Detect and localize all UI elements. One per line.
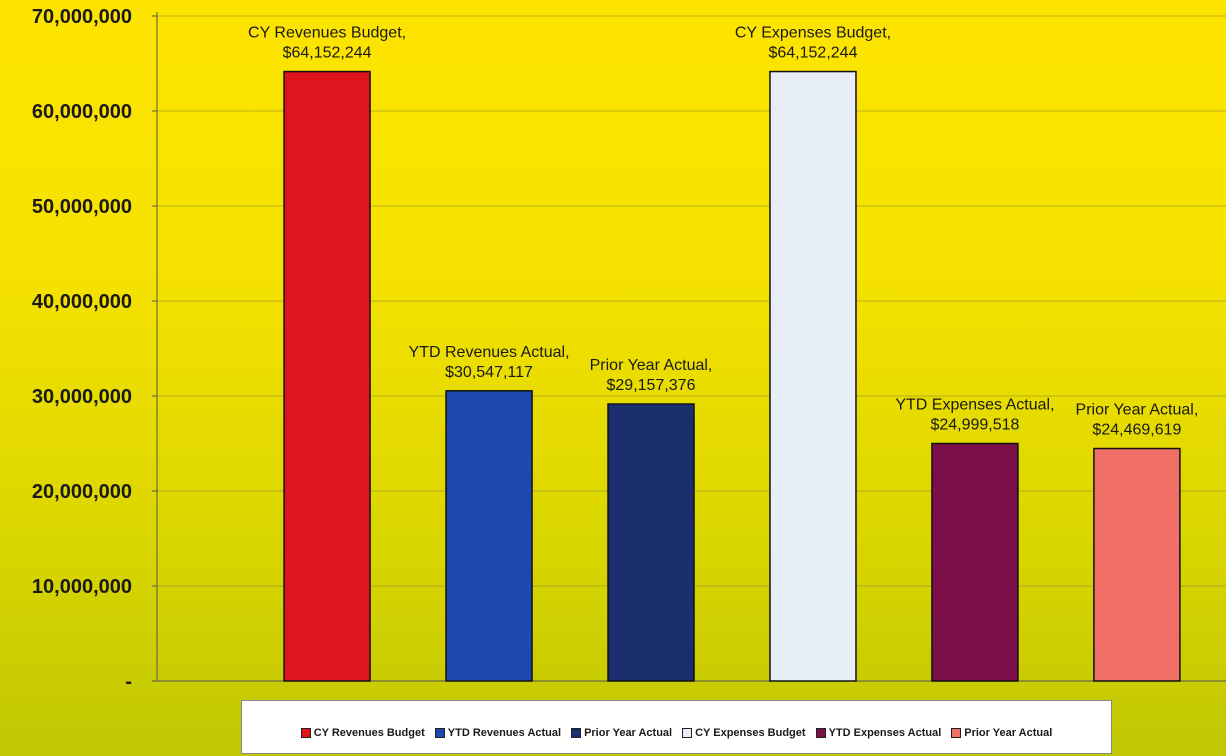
legend-label: Prior Year Actual: [964, 727, 1053, 739]
data-label-value: $24,469,619: [1092, 422, 1181, 439]
data-label-name: YTD Expenses Actual,: [895, 397, 1054, 414]
bar: [283, 70, 371, 682]
y-tick-label: 10,000,000: [32, 576, 132, 598]
legend-swatch: [434, 728, 445, 738]
y-tick-label: 30,000,000: [32, 386, 132, 408]
bar: [445, 390, 533, 682]
legend-label: CY Revenues Budget: [313, 727, 425, 739]
data-label-name: CY Expenses Budget,: [735, 25, 891, 42]
legend-swatch: [682, 728, 693, 738]
legend-item: YTD Revenues Actual: [434, 727, 562, 739]
y-tick-label: -: [125, 671, 132, 693]
legend-label: Prior Year Actual: [584, 727, 673, 739]
legend-item: CY Expenses Budget: [682, 727, 806, 739]
data-label-value: $64,152,244: [283, 45, 372, 62]
y-axis: - 10,000,000 20,000,000 30,000,000 40,000,00…: [32, 6, 1226, 693]
legend-item: Prior Year Actual: [951, 727, 1052, 739]
data-label-name: CY Revenues Budget,: [248, 25, 406, 42]
y-tick-label: 70,000,000: [32, 6, 132, 28]
legend-swatch: [300, 728, 311, 738]
bar: [931, 442, 1019, 682]
y-tick-label: 40,000,000: [32, 291, 132, 313]
data-label-value: $24,999,518: [930, 417, 1019, 434]
bar: [607, 403, 695, 682]
y-tick-label: 50,000,000: [32, 196, 132, 218]
data-label-name: YTD Revenues Actual,: [409, 344, 570, 361]
bars: [283, 70, 1181, 682]
legend-label: CY Expenses Budget: [695, 727, 806, 739]
legend-swatch: [951, 728, 962, 738]
legend-item: YTD Expenses Actual: [815, 727, 942, 739]
y-tick-label: 60,000,000: [32, 101, 132, 123]
data-label-value: $64,152,244: [768, 45, 857, 62]
bar: [769, 70, 857, 682]
data-label-name: Prior Year Actual,: [590, 357, 713, 374]
legend-swatch: [815, 728, 826, 738]
legend: CY Revenues Budget YTD Revenues Actual Pri…: [241, 700, 1112, 754]
bar: [1093, 447, 1181, 682]
legend-item: CY Revenues Budget: [300, 727, 425, 739]
data-label-value: $30,547,117: [445, 364, 533, 381]
data-label-name: Prior Year Actual,: [1076, 402, 1199, 419]
legend-label: YTD Revenues Actual: [447, 727, 562, 739]
legend-item: Prior Year Actual: [571, 727, 672, 739]
data-labels: CY Revenues Budget, $64,152,244 YTD Revenu…: [248, 25, 1198, 439]
y-tick-label: 20,000,000: [32, 481, 132, 503]
legend-swatch: [571, 728, 582, 738]
data-label-value: $29,157,376: [607, 377, 696, 394]
legend-label: YTD Expenses Actual: [828, 727, 942, 739]
